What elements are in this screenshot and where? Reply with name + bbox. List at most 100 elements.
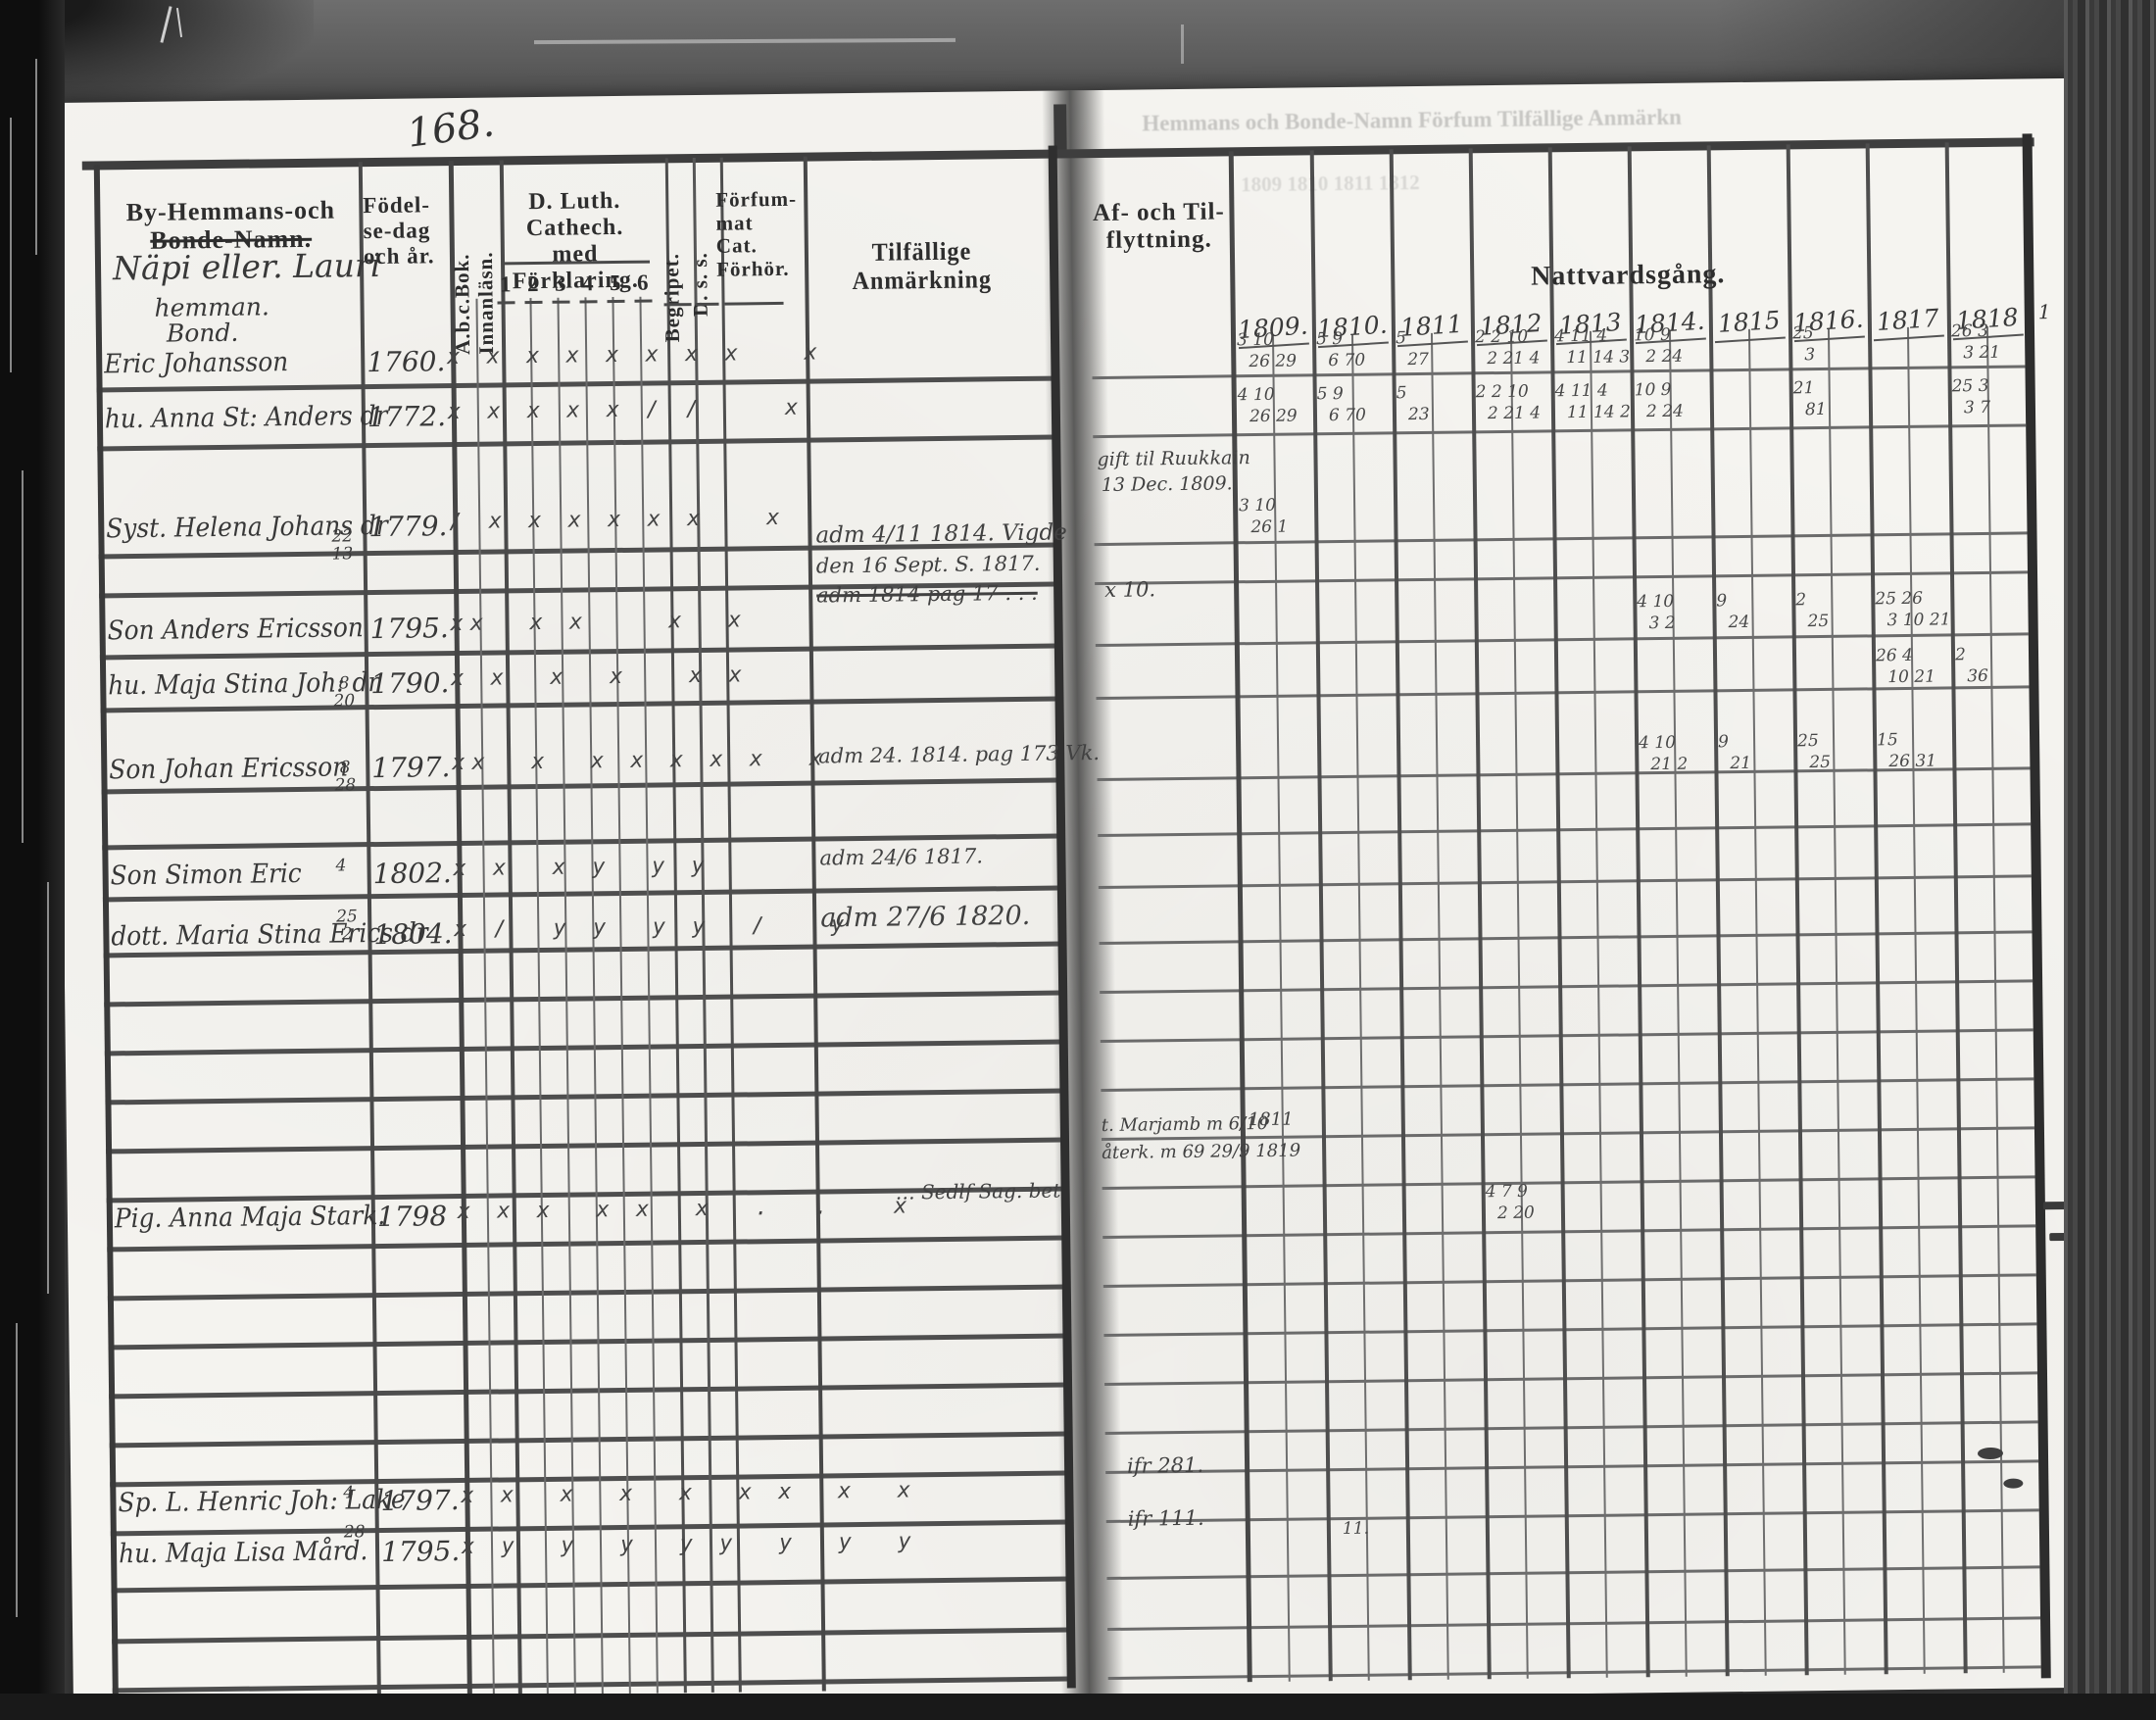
header-catechism-line1: D. Luth. Cathech. <box>525 187 624 241</box>
column-header-missed-exam: Förfum- mat Cat. Förhör. <box>715 186 801 281</box>
column-header-abc-book: A.b.c.Bok. <box>449 253 475 356</box>
header-underline <box>695 302 719 307</box>
person-name: hu. Anna St: Anders dr <box>104 400 388 435</box>
examination-marks: x / y y y y / y <box>454 912 852 943</box>
header-name-line1: By-Hemmans-och <box>125 195 336 227</box>
communion-cell: 5 27 <box>1395 328 1430 370</box>
communion-cell: 25 3 <box>1791 323 1816 366</box>
grid-vline <box>1627 146 1650 1678</box>
person-name: hu. Maja Lisa Mård. <box>118 1536 368 1570</box>
person-name: Son Anders Ericsson <box>107 613 364 647</box>
birth-year: 1797. <box>371 751 451 785</box>
remark-simon: adm 24/6 1817. <box>819 844 984 870</box>
rule-line <box>109 1382 1066 1399</box>
catechism-subcol-4: 4 <box>581 270 595 296</box>
column-header-migration: Af- och Til- flyttning. <box>1090 198 1228 255</box>
communion-cell: 21 81 <box>1792 378 1827 420</box>
migration-henric: ifr 281. <box>1126 1452 1204 1478</box>
farm-name: Näpi eller. Lauri <box>112 245 381 288</box>
register-page-spread: 168. Hemmans och Bonde-Namn Förfum Tilfä… <box>54 77 2092 1712</box>
examination-marks: x y y y y y y y y <box>461 1529 918 1560</box>
header-underline <box>724 301 784 306</box>
migration-stark-1: t. Marjamb m 6/10 <box>1101 1112 1269 1137</box>
photo-right-edge <box>2064 0 2156 1720</box>
catechism-subcol-6: 6 <box>636 270 650 295</box>
birth-year: 1795. <box>380 1535 461 1569</box>
grid-vline <box>1430 332 1449 1680</box>
grid-vline <box>1827 327 1846 1675</box>
birth-day: 8 28 <box>334 758 357 796</box>
bleedthrough-text: Hemmans och Bonde-Namn Förfum Tilfällige… <box>1142 104 1682 136</box>
grid-vline <box>1786 144 1809 1676</box>
subcol-underline <box>607 299 625 304</box>
communion-cell: 25 26 3 10 21 <box>1875 588 1951 631</box>
header-migration-line2: flyttning. <box>1105 225 1212 254</box>
grid-vline <box>1944 142 1968 1674</box>
communion-cell: 3 10 26 1 <box>1238 495 1289 538</box>
farm-name-line3: Bond. <box>166 318 239 348</box>
examination-marks: x x x x x / / x <box>447 395 806 425</box>
examination-marks: x x x y y y <box>453 853 711 882</box>
header-missed-line2: mat Cat. <box>715 210 758 258</box>
grid-vline <box>1389 149 1412 1681</box>
communion-cell: 15 26 31 <box>1876 730 1937 772</box>
grid-vline <box>1747 328 1767 1676</box>
grid-vline <box>1468 148 1492 1680</box>
birth-year: 1802. <box>372 857 453 891</box>
grid-vline <box>1589 330 1608 1678</box>
examination-marks: xx x x x x <box>450 608 749 637</box>
subcol-underline <box>634 299 653 303</box>
extra-column-mark: 1 <box>2037 300 2051 324</box>
communion-cell: 9 21 <box>1717 732 1752 774</box>
communion-cell: 4 10 21 2 <box>1638 732 1689 775</box>
communion-cell: 9 24 <box>1716 591 1750 633</box>
rule-line <box>112 1627 1069 1644</box>
column-header-remarks: Tilfällige Anmärkning <box>852 236 993 296</box>
table-row: hu. Maja Lisa Mård. 28 1795. x y y y y y… <box>72 1522 1061 1585</box>
communion-cell: 4 10 26 29 <box>1237 384 1298 427</box>
communion-cell: 2 25 <box>1795 590 1830 632</box>
birth-day: 4 <box>343 1483 355 1503</box>
catechism-subcol-1: 1 <box>499 271 513 297</box>
communion-cell: 2 2 10 2 21 4 <box>1474 326 1541 369</box>
migration-mard: ifr 111. <box>1127 1505 1204 1531</box>
birth-day: 28 <box>343 1522 366 1543</box>
subcol-underline <box>579 300 598 304</box>
birth-year: 1797. <box>380 1484 460 1518</box>
rule-line <box>104 990 1061 1007</box>
header-birth-line2: se-dag <box>363 218 431 243</box>
header-missed-line1: Förfum- <box>715 186 798 212</box>
rule-line <box>104 1039 1061 1056</box>
grid-vline <box>1228 151 1252 1683</box>
photo-bottom-edge <box>0 1694 2156 1720</box>
communion-cell: 5 23 <box>1396 383 1430 425</box>
examination-marks: x x x x x x x x x <box>447 340 824 370</box>
communion-cell: 3 10 26 29 <box>1236 329 1298 372</box>
rule-line <box>112 1676 1069 1693</box>
communion-cell: 2 2 10 2 21 4 <box>1475 381 1542 424</box>
grid-vline <box>1906 326 1926 1674</box>
birth-year: 1795. <box>369 612 449 646</box>
header-birth-line1: Födel- <box>363 192 431 219</box>
catechism-subcol-3: 3 <box>554 270 567 296</box>
grid-vline <box>1668 329 1688 1677</box>
birth-year: 1804. <box>373 917 453 952</box>
person-name: Son Simon Eric <box>110 858 302 892</box>
birth-day: 8 20 <box>333 673 356 712</box>
migration-anders: x 10. <box>1104 577 1156 602</box>
migration-stark-2: återk. m 69 29/9 1819 <box>1102 1140 1301 1164</box>
person-name: Pig. Anna Maja Stark. <box>114 1200 386 1235</box>
communion-cell: 4 10 3 2 <box>1637 591 1676 634</box>
header-underline <box>663 303 692 307</box>
ink-blot <box>2003 1478 2024 1489</box>
communion-cell: 2 36 <box>1954 645 1989 687</box>
page-number: 168. <box>404 100 498 157</box>
column-header-dss: D. s. s. <box>687 252 712 318</box>
birth-year: 1790. <box>370 666 450 701</box>
